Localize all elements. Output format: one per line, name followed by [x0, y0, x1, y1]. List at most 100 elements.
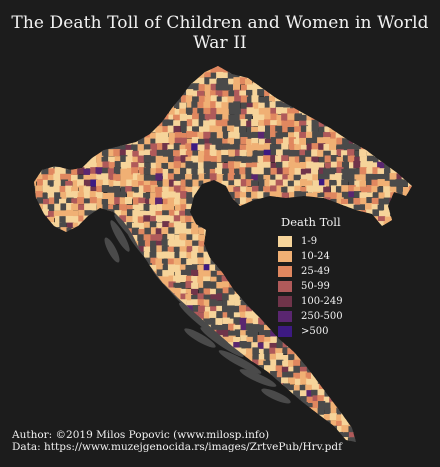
municipality-cell: [252, 114, 261, 123]
municipality-cell: [216, 107, 224, 115]
municipality-cell: [300, 89, 308, 97]
municipality-cell: [143, 125, 151, 133]
municipality-cell: [221, 119, 229, 127]
municipality-cell: [294, 131, 302, 140]
municipality-cell: [77, 108, 85, 117]
municipality-cell: [143, 389, 151, 397]
municipality-cell: [402, 372, 410, 380]
municipality-cell: [179, 210, 187, 218]
municipality-cell: [161, 293, 169, 301]
municipality-cell: [396, 102, 404, 110]
municipality-cell: [401, 269, 409, 277]
municipality-cell: [113, 407, 121, 415]
municipality-cell: [41, 408, 49, 417]
municipality-cell: [209, 78, 217, 86]
municipality-cell: [126, 288, 135, 296]
municipality-cell: [365, 426, 373, 434]
municipality-cell: [227, 222, 236, 230]
municipality-cell: [264, 132, 272, 140]
municipality-cell: [233, 209, 241, 217]
municipality-cell: [89, 299, 97, 307]
municipality-cell: [84, 258, 93, 266]
municipality-cell: [389, 258, 397, 267]
municipality-cell: [402, 348, 410, 356]
municipality-cell: [329, 167, 338, 175]
municipality-cell: [168, 162, 176, 170]
municipality-cell: [299, 419, 308, 428]
municipality-cell: [53, 107, 61, 115]
municipality-cell: [131, 66, 139, 68]
municipality-cell: [102, 396, 111, 404]
municipality-cell: [270, 167, 278, 176]
municipality-cell: [407, 396, 412, 404]
municipality-cell: [360, 95, 369, 103]
municipality-cell: [360, 204, 368, 212]
municipality-cell: [185, 347, 194, 355]
municipality-cell: [383, 294, 391, 303]
municipality-cell: [35, 77, 43, 85]
municipality-cell: [384, 66, 393, 68]
municipality-cell: [371, 234, 379, 242]
municipality-cell: [293, 365, 301, 374]
municipality-cell: [89, 233, 97, 242]
municipality-cell: [270, 257, 278, 265]
municipality-cell: [143, 323, 151, 331]
municipality-cell: [390, 66, 399, 75]
municipality-cell: [341, 372, 350, 381]
municipality-cell: [113, 174, 121, 182]
municipality-cell: [258, 120, 266, 128]
municipality-cell: [72, 222, 80, 230]
municipality-cell: [204, 234, 212, 243]
municipality-cell: [239, 66, 247, 68]
municipality-cell: [42, 185, 50, 193]
municipality-cell: [167, 173, 176, 181]
municipality-cell: [192, 305, 200, 313]
municipality-cell: [102, 252, 110, 260]
municipality-cell: [294, 144, 302, 152]
municipality-cell: [311, 143, 319, 151]
municipality-cell: [168, 420, 176, 428]
municipality-cell: [378, 426, 386, 434]
municipality-cell: [324, 84, 332, 93]
municipality-cell: [396, 420, 404, 428]
municipality-cell: [359, 323, 367, 331]
municipality-cell: [366, 336, 375, 345]
municipality-cell: [48, 287, 57, 295]
municipality-cell: [383, 317, 391, 325]
municipality-cell: [318, 126, 326, 134]
municipality-cell: [84, 288, 92, 297]
municipality-cell: [78, 90, 86, 98]
municipality-cell: [353, 377, 361, 386]
municipality-cell: [263, 186, 271, 194]
municipality-cell: [366, 390, 374, 399]
municipality-cell: [396, 299, 404, 308]
municipality-cell: [65, 323, 73, 332]
municipality-cell: [47, 233, 56, 241]
municipality-cell: [246, 96, 255, 104]
municipality-cell: [34, 276, 37, 284]
municipality-cell: [161, 90, 169, 98]
municipality-cell: [305, 71, 313, 79]
municipality-cell: [47, 335, 55, 344]
municipality-cell: [372, 396, 380, 405]
municipality-cell: [354, 389, 362, 398]
municipality-cell: [210, 324, 218, 333]
municipality-cell: [413, 132, 420, 139]
municipality-cell: [77, 335, 86, 343]
municipality-cell: [252, 359, 260, 367]
municipality-cell: [372, 102, 381, 110]
municipality-cell: [72, 287, 80, 296]
municipality-cell: [120, 419, 129, 428]
municipality-cell: [59, 347, 67, 355]
island: [184, 328, 216, 348]
municipality-cell: [293, 66, 301, 68]
municipality-cell: [276, 414, 284, 422]
municipality-cell: [234, 114, 242, 122]
municipality-cell: [35, 131, 44, 140]
municipality-cell: [131, 120, 140, 129]
municipality-cell: [156, 342, 165, 350]
municipality-cell: [35, 90, 43, 98]
municipality-cell: [83, 108, 91, 116]
municipality-cell: [119, 66, 127, 73]
municipality-cell: [198, 234, 206, 243]
